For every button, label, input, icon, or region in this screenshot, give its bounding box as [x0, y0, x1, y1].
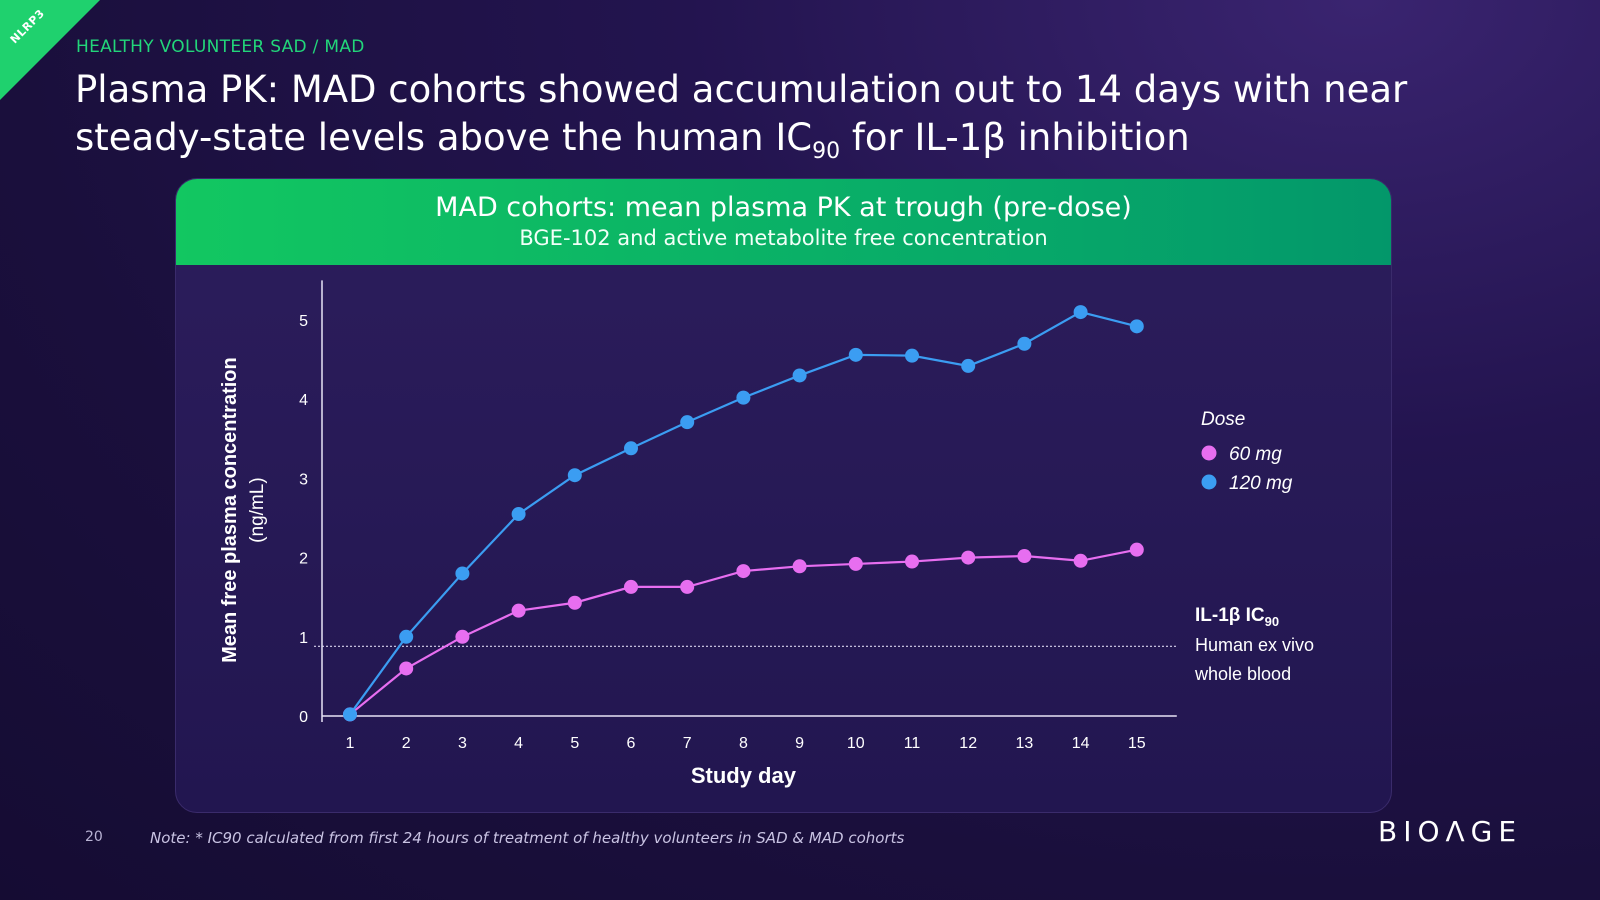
data-point-60-mg: [399, 661, 414, 676]
data-point-60-mg: [736, 564, 751, 579]
data-point-120-mg: [1073, 305, 1088, 320]
legend-marker-60-mg: [1201, 445, 1217, 461]
x-tick-label: 9: [795, 735, 804, 752]
title-line-1: Plasma PK: MAD cohorts showed accumulati…: [75, 68, 1408, 111]
y-axis-unit-label: (ng/mL): [247, 477, 268, 542]
data-point-120-mg: [624, 441, 638, 456]
x-tick-label: 13: [1016, 735, 1034, 752]
data-point-120-mg: [1017, 336, 1032, 351]
x-tick-label: 3: [458, 735, 467, 752]
chart-title: MAD cohorts: mean plasma PK at trough (p…: [435, 192, 1132, 223]
chart-subtitle: BGE-102 and active metabolite free conce…: [519, 226, 1048, 250]
legend-label: 60 mg: [1229, 444, 1282, 465]
data-point-60-mg: [961, 550, 976, 565]
page-number: 20: [85, 829, 103, 845]
legend-marker-120-mg: [1201, 474, 1217, 490]
data-point-120-mg: [736, 390, 751, 405]
data-point-120-mg: [455, 566, 470, 581]
x-axis-label: Study day: [691, 763, 797, 788]
corner-tag: [0, 0, 100, 100]
data-point-60-mg: [1129, 542, 1144, 557]
data-point-120-mg: [961, 358, 976, 373]
data-point-120-mg: [680, 415, 695, 430]
x-tick-label: 15: [1128, 735, 1146, 752]
x-tick-label: 7: [683, 735, 692, 752]
x-tick-label: 6: [627, 735, 636, 752]
ic90-label: IL-1β IC90: [1195, 605, 1279, 629]
data-point-60-mg: [848, 556, 863, 571]
data-point-60-mg: [1073, 553, 1088, 568]
footnote: Note: * IC90 calculated from first 24 ho…: [150, 829, 905, 847]
legend-title: Dose: [1201, 409, 1245, 430]
data-point-60-mg: [624, 579, 638, 594]
y-tick-label: 1: [299, 630, 308, 647]
data-point-120-mg: [905, 348, 919, 363]
title-line-2-start: steady-state levels above the human IC: [75, 116, 813, 159]
y-axis-label: Mean free plasma concentration: [219, 357, 241, 663]
data-point-60-mg: [455, 629, 470, 644]
y-tick-label: 5: [299, 313, 308, 330]
x-tick-label: 4: [514, 735, 523, 752]
data-point-60-mg: [680, 579, 695, 594]
x-tick-label: 1: [346, 735, 355, 752]
y-tick-label: 0: [299, 709, 308, 726]
x-tick-label: 10: [847, 735, 865, 752]
data-point-120-mg: [343, 707, 357, 722]
series-line-120-mg: [349, 310, 1138, 716]
data-point-60-mg: [511, 603, 526, 618]
data-point-120-mg: [399, 629, 414, 644]
company-logo: BIOΛGE: [1378, 815, 1523, 848]
title-subscript: 90: [812, 139, 841, 164]
x-tick-label: 12: [959, 735, 977, 752]
ic90-label-main: IL-1β IC: [1195, 605, 1265, 626]
data-point-120-mg: [567, 468, 582, 483]
y-tick-label: 4: [299, 392, 308, 409]
data-point-60-mg: [567, 595, 582, 610]
data-point-120-mg: [1129, 319, 1144, 334]
data-point-120-mg: [848, 347, 863, 362]
chart-panel: MAD cohorts: mean plasma PK at trough (p…: [175, 178, 1392, 813]
eyebrow: HEALTHY VOLUNTEER SAD / MAD: [76, 37, 365, 57]
data-point-120-mg: [511, 507, 526, 522]
title-line-2-end: for IL-1β inhibition: [840, 116, 1190, 159]
legend-label: 120 mg: [1229, 473, 1293, 494]
data-point-120-mg: [792, 368, 807, 383]
ic90-note-line-1: Human ex vivo: [1195, 635, 1314, 655]
data-point-60-mg: [1017, 549, 1032, 564]
x-tick-label: 5: [570, 735, 579, 752]
y-tick-label: 3: [299, 471, 308, 488]
chart-header: MAD cohorts: mean plasma PK at trough (p…: [176, 179, 1391, 265]
x-tick-label: 8: [739, 735, 748, 752]
ic90-label-subscript: 90: [1265, 614, 1279, 629]
data-point-60-mg: [905, 554, 919, 569]
y-tick-label: 2: [299, 551, 308, 568]
x-tick-label: 11: [904, 735, 921, 752]
page-title: Plasma PK: MAD cohorts showed accumulati…: [75, 66, 1535, 164]
x-tick-label: 2: [402, 735, 411, 752]
x-tick-label: 14: [1072, 735, 1090, 752]
ic90-note-line-2: whole blood: [1194, 664, 1291, 684]
data-point-60-mg: [792, 559, 807, 574]
